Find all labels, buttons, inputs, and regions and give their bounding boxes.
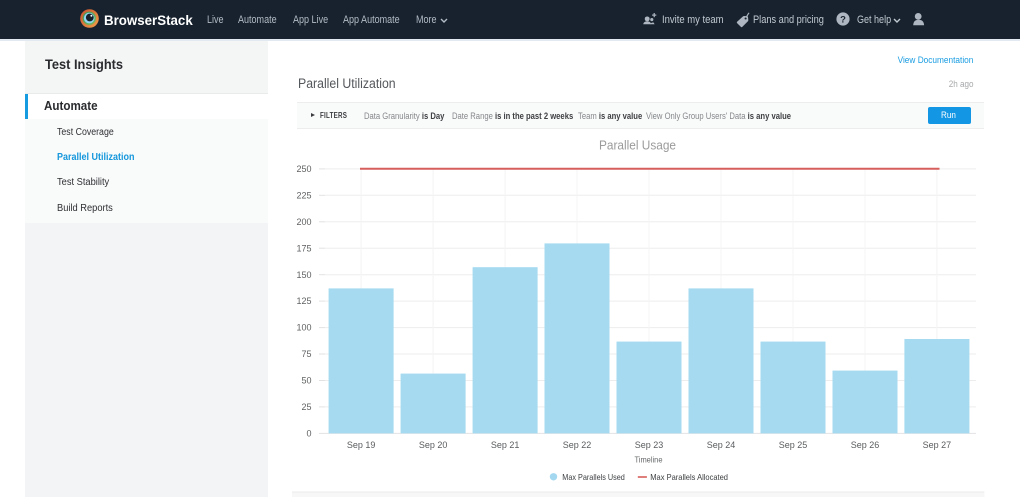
svg-text:225: 225 xyxy=(296,190,311,200)
svg-text:150: 150 xyxy=(296,270,311,280)
svg-text:250: 250 xyxy=(296,164,311,174)
svg-text:Sep 23: Sep 23 xyxy=(635,440,664,450)
svg-text:125: 125 xyxy=(296,296,311,306)
svg-text:Sep 24: Sep 24 xyxy=(707,440,736,450)
svg-text:Max Parallels Used: Max Parallels Used xyxy=(562,472,625,482)
svg-text:50: 50 xyxy=(301,376,311,386)
svg-text:200: 200 xyxy=(296,217,311,227)
svg-text:Sep 20: Sep 20 xyxy=(419,440,448,450)
svg-text:Sep 25: Sep 25 xyxy=(779,440,808,450)
svg-text:100: 100 xyxy=(296,323,311,333)
svg-text:Sep 26: Sep 26 xyxy=(851,440,880,450)
svg-text:75: 75 xyxy=(301,349,311,359)
svg-text:175: 175 xyxy=(296,243,311,253)
svg-text:?: ? xyxy=(840,14,846,25)
svg-text:Sep 21: Sep 21 xyxy=(491,440,520,450)
svg-text:Sep 27: Sep 27 xyxy=(923,440,952,450)
svg-text:0: 0 xyxy=(306,429,311,439)
svg-text:Parallel Usage: Parallel Usage xyxy=(599,139,676,153)
svg-text:Max Parallels Allocated: Max Parallels Allocated xyxy=(650,472,728,482)
svg-text:Timeline: Timeline xyxy=(635,455,663,465)
svg-text:25: 25 xyxy=(301,402,311,412)
svg-text:Sep 19: Sep 19 xyxy=(347,440,376,450)
svg-text:Sep 22: Sep 22 xyxy=(563,440,592,450)
